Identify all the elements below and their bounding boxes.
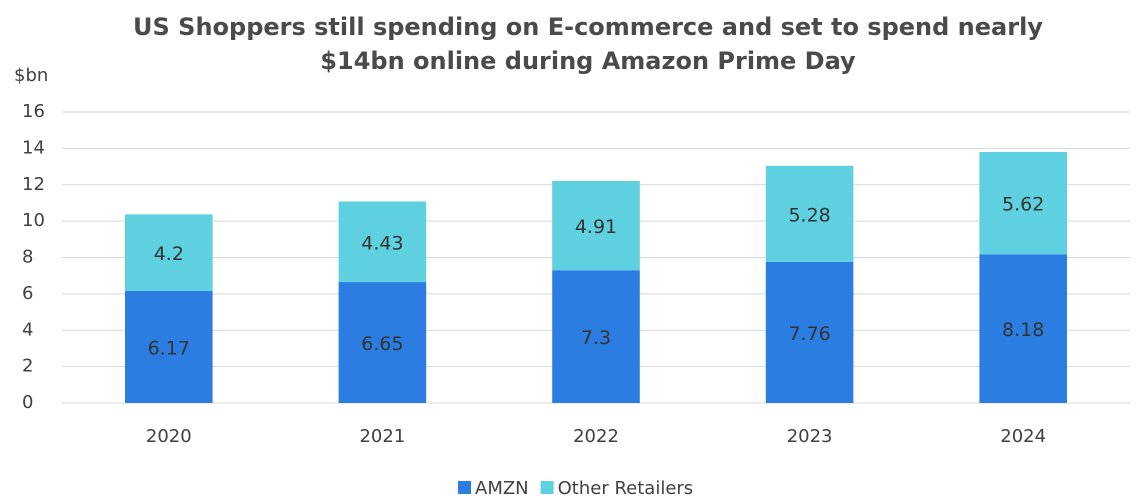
x-tick-label: 2023	[787, 426, 833, 447]
bar-segment	[552, 180, 640, 271]
bar-segment	[338, 201, 427, 283]
legend-swatch	[540, 481, 554, 494]
data-label: 4.2	[154, 243, 184, 265]
bar-segment	[979, 152, 1067, 255]
x-tick-label: 2024	[1000, 426, 1046, 447]
y-tick-label: 14	[22, 137, 45, 158]
data-label: 6.17	[148, 337, 190, 359]
y-tick-label: 10	[22, 210, 45, 231]
y-tick-label: 0	[22, 392, 33, 413]
bar-segment	[765, 165, 854, 262]
data-label: 4.43	[361, 232, 403, 254]
y-tick-label: 16	[22, 101, 45, 122]
y-tick-label: 6	[22, 283, 33, 304]
chart-subtitle: $14bn online during Amazon Prime Day	[320, 47, 856, 75]
bar-segment	[765, 261, 854, 403]
bar-segment	[125, 214, 213, 291]
chart-title: US Shoppers still spending on E-commerce…	[133, 13, 1043, 41]
y-tick-label: 8	[22, 247, 33, 268]
bar-segment	[552, 270, 640, 403]
legend-swatch	[458, 481, 471, 494]
legend-label: Other Retailers	[558, 478, 694, 499]
data-label: 6.65	[361, 333, 403, 355]
bar-segment	[125, 290, 213, 403]
data-label: 7.76	[788, 323, 830, 345]
y-tick-label: 12	[22, 174, 45, 195]
y-tick-label: 4	[22, 319, 33, 340]
data-label: 5.28	[788, 204, 830, 226]
data-label: 7.3	[581, 327, 611, 349]
bar-segment	[979, 254, 1067, 403]
data-label: 5.62	[1002, 194, 1044, 216]
y-axis-label: $bn	[14, 65, 48, 86]
legend-label: AMZN	[475, 478, 529, 499]
x-tick-label: 2020	[146, 426, 192, 447]
y-tick-label: 2	[22, 356, 33, 377]
bar-segment	[338, 282, 427, 403]
data-label: 8.18	[1002, 319, 1044, 341]
data-label: 4.91	[575, 216, 617, 238]
x-tick-label: 2021	[359, 426, 405, 447]
x-tick-label: 2022	[573, 426, 619, 447]
